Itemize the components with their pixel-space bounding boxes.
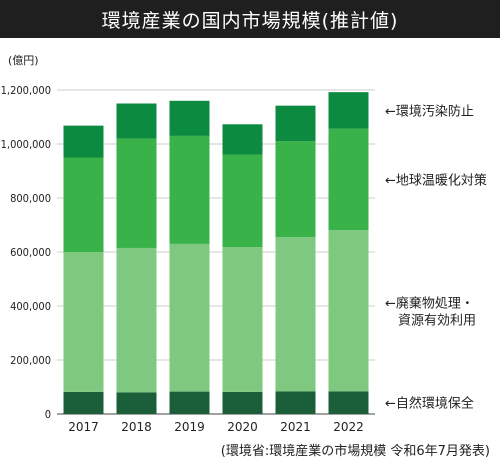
bar-segment (328, 230, 369, 392)
bars (63, 92, 369, 414)
y-tick-label: 1,200,000 (1, 84, 51, 97)
bar-segment (169, 100, 210, 136)
x-tick-label: 2021 (280, 420, 311, 434)
x-tick-label: 2022 (333, 420, 364, 434)
bar-segment (116, 392, 157, 414)
source-note: (環境省:環境産業の市場規模 令和6年7月発表) (220, 444, 490, 459)
bar-segment (328, 391, 369, 414)
bar-segment (63, 125, 104, 158)
bar-segment (169, 391, 210, 414)
bar-segment (116, 103, 157, 139)
bar-segment (116, 247, 157, 393)
bar-segment (222, 124, 263, 155)
y-tick-labels: 0 200,000 400,000 600,000 800,000 1,000,000 1,… (1, 84, 51, 421)
bar-segment (63, 157, 104, 252)
bar-segment (116, 138, 157, 248)
bar-segment (222, 247, 263, 392)
y-axis-unit-label: (億円) (8, 54, 39, 67)
bar-segment (63, 391, 104, 414)
legend: ←自然環境保全 ←廃棄物処理・資源有効利用 ←地球温暖化対策 ←環境汚染防止 (385, 103, 487, 411)
bar-segment (328, 92, 369, 129)
bar-segment (275, 391, 316, 414)
x-tick-labels: 2017 2018 2019 2020 2021 2022 (68, 420, 364, 434)
y-tick-label: 0 (45, 408, 51, 421)
x-tick-label: 2019 (174, 420, 205, 434)
y-tick-label: 1,000,000 (1, 138, 51, 151)
chart-title: 環境産業の国内市場規模(推計値) (0, 0, 500, 38)
legend-entry: ←地球温暖化対策 (385, 172, 487, 188)
bar-segment (275, 237, 316, 392)
y-tick-label: 400,000 (10, 300, 51, 313)
x-tick-label: 2018 (121, 420, 152, 434)
legend-entry: ←廃棄物処理・資源有効利用 (385, 296, 476, 329)
x-tick-label: 2017 (68, 420, 99, 434)
grid-lines (57, 89, 375, 415)
y-tick-label: 200,000 (10, 354, 51, 367)
y-tick-label: 600,000 (10, 246, 51, 259)
bar-segment (222, 391, 263, 414)
y-tick-label: 800,000 (10, 192, 51, 205)
bar-segment (63, 252, 104, 392)
bar-segment (169, 243, 210, 392)
legend-entry: ←環境汚染防止 (385, 103, 474, 119)
x-tick-label: 2020 (227, 420, 258, 434)
bar-segment (275, 105, 316, 142)
bar-segment (222, 154, 263, 248)
bar-segment (328, 128, 369, 231)
bar-segment (169, 135, 210, 244)
bar-segment (275, 141, 316, 238)
legend-entry: ←自然環境保全 (385, 396, 474, 412)
